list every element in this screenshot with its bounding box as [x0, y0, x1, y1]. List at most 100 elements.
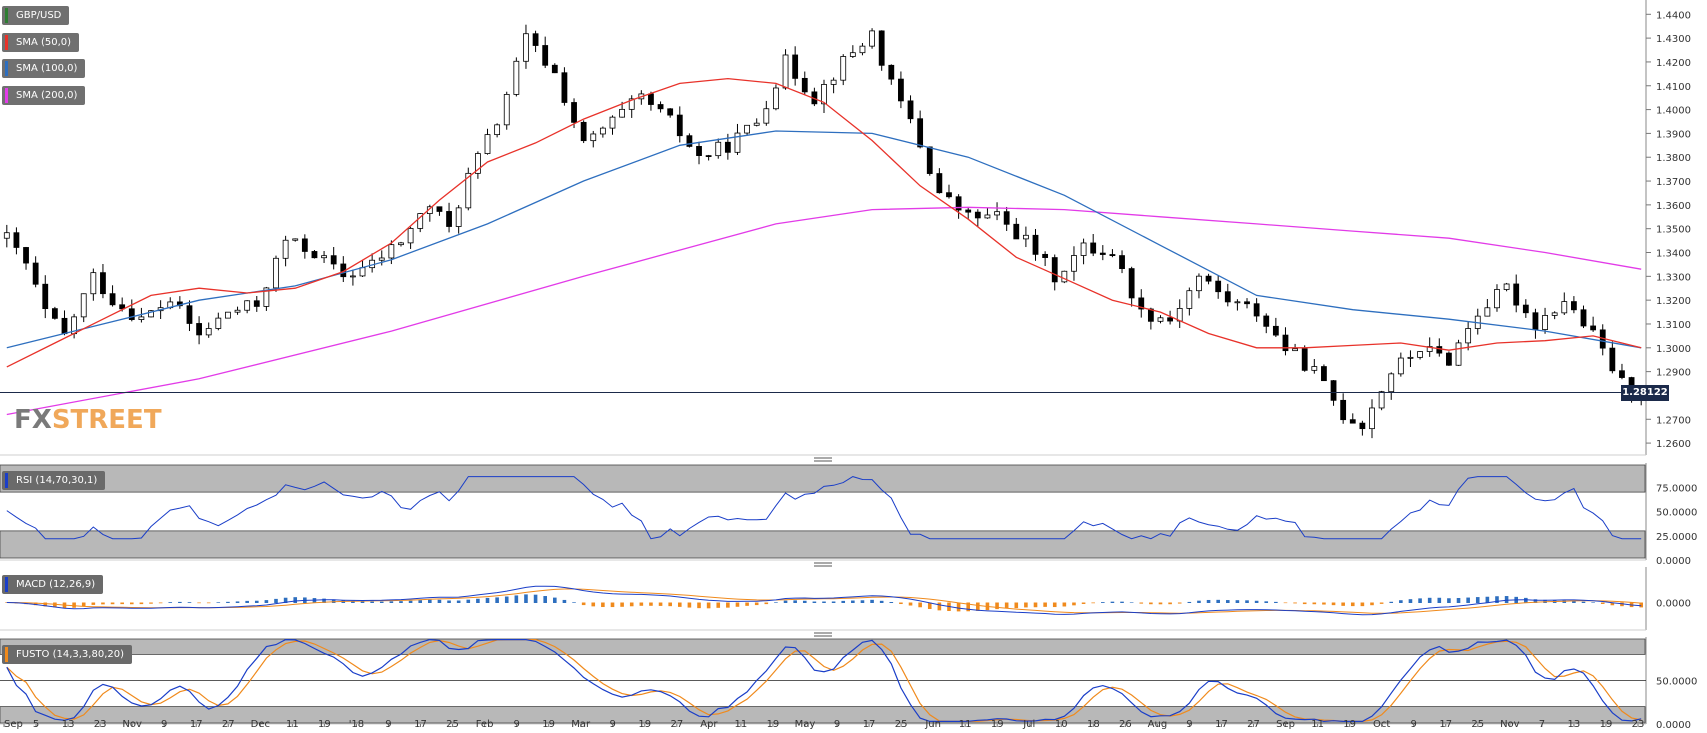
macd-histogram-bar [841, 600, 846, 603]
fusto-tick-label: 0.0000 [1656, 720, 1691, 729]
candle-body [1003, 211, 1010, 225]
x-tick-label: Dec [251, 719, 270, 729]
macd-histogram-bar [1360, 602, 1365, 607]
candle-body [1590, 325, 1597, 331]
candle-body [1205, 275, 1212, 282]
candle-body [1446, 352, 1452, 366]
macd-histogram-bar [1283, 602, 1288, 604]
macd-histogram-bar [91, 602, 96, 605]
fusto-text: FUSTO (14,3,3,80,20) [16, 649, 124, 660]
macd-histogram-bar [822, 601, 826, 603]
sma50-label[interactable]: SMA (50,0) [2, 33, 80, 52]
x-tick-label: 9 [385, 719, 391, 729]
x-tick-label: 5 [33, 719, 39, 729]
candle-body [465, 172, 472, 209]
macd-label[interactable]: MACD (12,26,9) [2, 575, 104, 594]
candle-body [1157, 317, 1164, 322]
symbol-label[interactable]: GBP/USD [2, 6, 70, 25]
x-tick-label: Sep [1276, 719, 1295, 729]
x-tick-label: 9 [834, 719, 840, 729]
x-tick-label: 19 [1343, 719, 1356, 729]
macd-histogram-bar [476, 598, 480, 603]
macd-histogram-bar [110, 602, 115, 605]
candle-body [1513, 283, 1520, 306]
macd-histogram-bar [1129, 602, 1134, 603]
x-tick-label: Aug [1148, 719, 1168, 729]
macd-histogram-bar [745, 602, 749, 606]
sma200-line [6, 206, 1642, 416]
y-tick-label: 1.4400 [1656, 10, 1691, 21]
macd-histogram-bar [514, 595, 519, 603]
macd-histogram-bar [81, 602, 86, 607]
candle-body [1436, 346, 1443, 354]
candle-body [1186, 290, 1193, 309]
macd-histogram-bar [1206, 599, 1211, 603]
x-tick-label: 17 [414, 719, 427, 729]
rsi-oversold-zone [0, 530, 1646, 559]
fusto-label[interactable]: FUSTO (14,3,3,80,20) [2, 645, 132, 664]
macd-histogram-bar [1225, 600, 1230, 603]
candle-body [1042, 253, 1049, 258]
macd-histogram-bar [677, 602, 682, 607]
macd-histogram-bar [1399, 600, 1403, 603]
macd-histogram-bar [370, 601, 374, 603]
sma50-text: SMA (50,0) [16, 37, 72, 48]
candle-body [119, 304, 126, 310]
rsi-line [6, 476, 1642, 540]
candle-body [100, 272, 106, 295]
macd-histogram-bar [428, 599, 432, 603]
sma200-label[interactable]: SMA (200,0) [2, 86, 86, 105]
macd-histogram-bar [1216, 599, 1220, 603]
fusto-d-line [6, 638, 1642, 723]
macd-histogram-bar [774, 602, 778, 603]
candle-body [561, 72, 568, 103]
candle-body [753, 122, 760, 126]
y-tick-label: 1.4000 [1656, 106, 1691, 117]
macd-histogram-bar [668, 602, 672, 607]
candle-body [1080, 242, 1087, 256]
macd-histogram-bar [197, 602, 201, 604]
candle-body [1580, 309, 1587, 327]
macd-histogram-bar [43, 602, 48, 607]
macd-histogram-bar [1533, 599, 1538, 603]
macd-histogram-bar [216, 602, 221, 603]
candle-body [1176, 308, 1183, 322]
candle-body [1282, 334, 1289, 352]
candle-body [946, 192, 952, 198]
macd-histogram-bar [53, 602, 57, 608]
macd-histogram-bar [726, 602, 730, 608]
x-tick-label: 9 [610, 719, 616, 729]
sma100-label[interactable]: SMA (100,0) [2, 59, 86, 78]
macd-histogram-bar [1485, 596, 1490, 603]
candle-body [13, 232, 20, 248]
candle-body [590, 133, 597, 142]
macd-histogram-bar [1264, 601, 1269, 603]
macd-histogram-bar [206, 602, 211, 604]
macd-histogram-bar [120, 602, 124, 605]
macd-histogram-bar [226, 601, 230, 603]
candle-body [321, 255, 327, 259]
candle-body [455, 207, 462, 227]
macd-histogram-bar [1024, 602, 1028, 608]
candle-body [1119, 255, 1125, 269]
macd-histogram-bar [1495, 596, 1499, 603]
fusto-tick-label: 50.0000 [1656, 677, 1697, 688]
candle-body [234, 309, 241, 313]
candle-body [253, 300, 260, 307]
y-tick-label: 1.3900 [1656, 129, 1691, 140]
x-tick-label: Apr [700, 719, 718, 729]
rsi-tick-label: 0.0000 [1656, 556, 1691, 567]
macd-histogram-bar [976, 602, 980, 611]
candle-body [1224, 291, 1231, 303]
rsi-label[interactable]: RSI (14,70,30,1) [2, 471, 106, 490]
candle-body [61, 317, 68, 335]
candle-body [1619, 370, 1625, 378]
rsi-tick-label: 50.0000 [1656, 508, 1697, 519]
candle-body [599, 127, 606, 135]
candle-body [1551, 312, 1558, 316]
x-tick-label: '18 [349, 719, 364, 729]
macd-histogram-bar [72, 602, 76, 608]
x-tick-label: 26 [1119, 719, 1132, 729]
macd-histogram-bar [1158, 602, 1163, 605]
candle-body [1109, 254, 1116, 256]
